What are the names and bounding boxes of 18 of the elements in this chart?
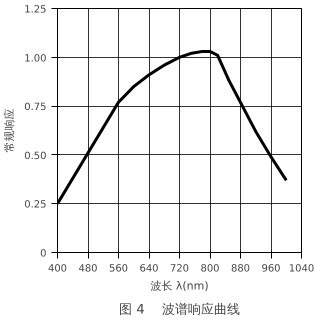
x-tick-label: 640 (139, 264, 159, 274)
y-tick-label: 0 (40, 248, 47, 260)
x-tick-label: 480 (78, 264, 98, 274)
y-axis-title: 常规响应 (3, 108, 16, 152)
x-tick-label: 800 (200, 264, 220, 274)
y-tick-label: 0.25 (24, 200, 46, 211)
x-tick-label: 880 (230, 264, 250, 274)
x-tick-label: 960 (261, 264, 281, 274)
y-tick-label: 0.75 (24, 102, 46, 114)
x-axis-title: 波长 λ(nm) (150, 280, 209, 292)
x-tick-label: 720 (170, 264, 190, 274)
y-tick-label: 0.50 (24, 150, 46, 162)
y-tick-label: 1.00 (24, 53, 46, 64)
x-tick-label: 560 (108, 264, 128, 274)
text: 图 4 波谱响应曲线 (119, 302, 240, 318)
y-tick-label: 1.25 (24, 4, 46, 16)
x-tick-label: 400 (48, 264, 68, 274)
x-tick-label: 1040 (288, 264, 314, 274)
